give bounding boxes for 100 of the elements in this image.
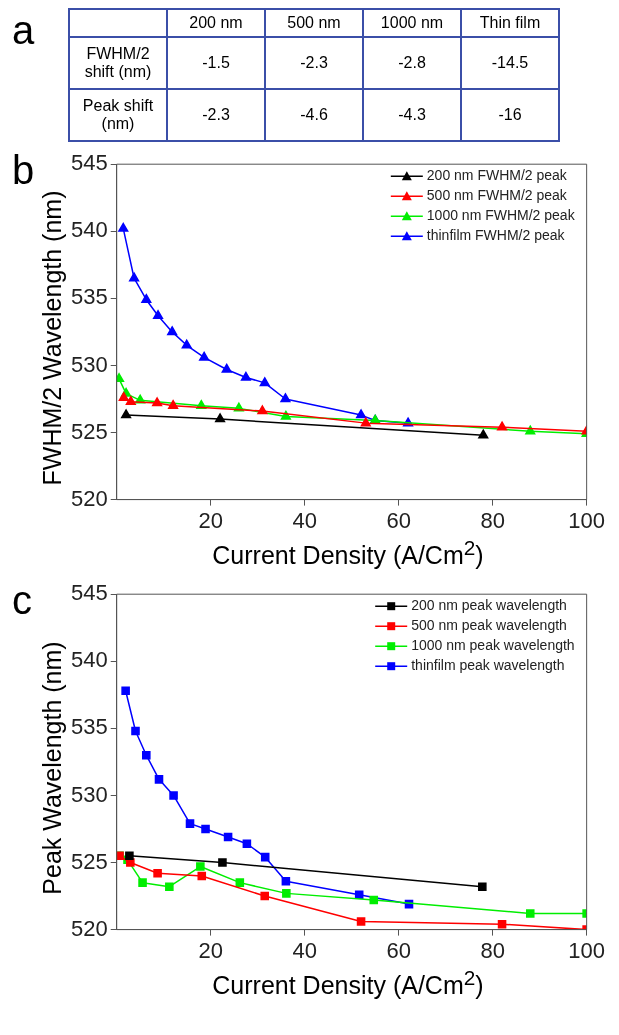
category-label: 200 nm — [167, 9, 265, 37]
point — [121, 686, 130, 696]
legend-label: thinfilm FWHM/2 peak — [426, 227, 566, 244]
x-tick-label: 60 — [386, 507, 411, 533]
x-tick-label: 80 — [480, 937, 505, 963]
point — [218, 858, 227, 867]
legend-label: 1000 nm peak wavelength — [411, 637, 575, 654]
category-label: 1000 nm — [363, 9, 461, 37]
point — [125, 395, 136, 405]
point — [235, 878, 245, 887]
text: -1.5 — [202, 54, 230, 71]
text: a — [12, 8, 35, 53]
y-axis-title: Peak Wavelength (nm) — [37, 641, 67, 895]
point — [259, 377, 270, 387]
point — [196, 862, 205, 871]
point — [154, 775, 164, 784]
point — [496, 421, 508, 431]
y-axis-title: FWHM/2 Wavelength (nm) — [37, 190, 67, 486]
point — [181, 339, 192, 349]
point — [242, 839, 252, 849]
point — [165, 882, 174, 891]
legend-label: 1000 nm FWHM/2 peak — [426, 207, 576, 224]
point — [478, 429, 489, 439]
y-tick-label: 520 — [70, 915, 108, 941]
point — [142, 750, 151, 760]
text: c — [12, 578, 32, 623]
y-tick-label: 525 — [70, 848, 108, 874]
x-tick-label: 40 — [292, 937, 317, 963]
x-axis-title: Current Density (A/Cm$^{2}$) — [211, 966, 485, 1001]
point — [356, 917, 366, 926]
point — [129, 272, 140, 282]
point — [280, 393, 291, 403]
category-label: 500 nm — [265, 9, 363, 37]
y-tick-label: 540 — [70, 647, 108, 673]
legend-label: 200 nm FWHM/2 peak — [426, 167, 568, 184]
point — [478, 882, 487, 891]
y-tick-label: 535 — [70, 284, 108, 310]
text: -14.5 — [491, 54, 529, 71]
point — [168, 399, 179, 409]
point — [169, 791, 178, 800]
y-tick-label: 545 — [70, 580, 108, 606]
y-tick-label: 530 — [70, 781, 108, 807]
y-tick-label: 520 — [70, 485, 108, 511]
point — [153, 868, 162, 878]
y-tick-label: 530 — [70, 351, 108, 377]
text: -4.3 — [398, 106, 426, 123]
x-tick-label: 20 — [198, 507, 223, 533]
point — [138, 878, 147, 887]
text: -16 — [498, 106, 522, 123]
point — [197, 871, 207, 881]
point — [167, 326, 178, 336]
point — [131, 726, 140, 736]
text: -2.8 — [398, 54, 426, 71]
text: -2.3 — [202, 106, 230, 123]
point — [199, 351, 210, 361]
point — [257, 405, 268, 415]
point — [260, 891, 270, 901]
category-label: Peak shift (nm) — [82, 97, 154, 132]
text: -4.6 — [300, 106, 328, 123]
point — [354, 890, 364, 899]
legend-label: thinfilm peak wavelength — [411, 657, 565, 674]
legend-label: 500 nm peak wavelength — [411, 617, 567, 634]
x-tick-label: 80 — [480, 507, 505, 533]
point — [185, 819, 195, 828]
x-tick-label: 100 — [568, 937, 606, 963]
x-axis-title: Current Density (A/Cm$^{2}$) — [211, 536, 485, 571]
x-tick-label: 40 — [292, 507, 317, 533]
point — [260, 852, 270, 862]
y-tick-label: 545 — [70, 150, 108, 176]
x-tick-label: 60 — [386, 937, 411, 963]
point — [356, 409, 367, 419]
point — [152, 397, 163, 407]
point — [240, 371, 252, 381]
y-tick-label: 535 — [70, 714, 108, 740]
point — [141, 293, 152, 303]
point — [125, 851, 134, 861]
point — [121, 409, 132, 419]
point — [281, 877, 291, 886]
point — [118, 222, 129, 232]
y-tick-label: 540 — [70, 217, 108, 243]
point — [223, 832, 233, 842]
point — [118, 391, 129, 401]
point — [360, 417, 371, 427]
point — [152, 310, 164, 320]
point — [215, 413, 226, 423]
text: -2.3 — [300, 54, 328, 71]
point — [201, 824, 210, 834]
point — [369, 895, 379, 905]
x-tick-label: 20 — [198, 937, 223, 963]
category-label: FWHM/2 shift (nm) — [84, 45, 152, 80]
point — [525, 909, 535, 918]
legend-label: 500 nm FWHM/2 peak — [426, 187, 568, 204]
category-label: Thin film — [461, 9, 559, 37]
point — [282, 889, 291, 898]
legend-label: 200 nm peak wavelength — [411, 597, 567, 614]
point — [497, 919, 507, 929]
x-tick-label: 100 — [568, 507, 606, 533]
y-tick-label: 525 — [70, 418, 108, 444]
text: b — [12, 148, 35, 193]
point — [116, 373, 125, 383]
